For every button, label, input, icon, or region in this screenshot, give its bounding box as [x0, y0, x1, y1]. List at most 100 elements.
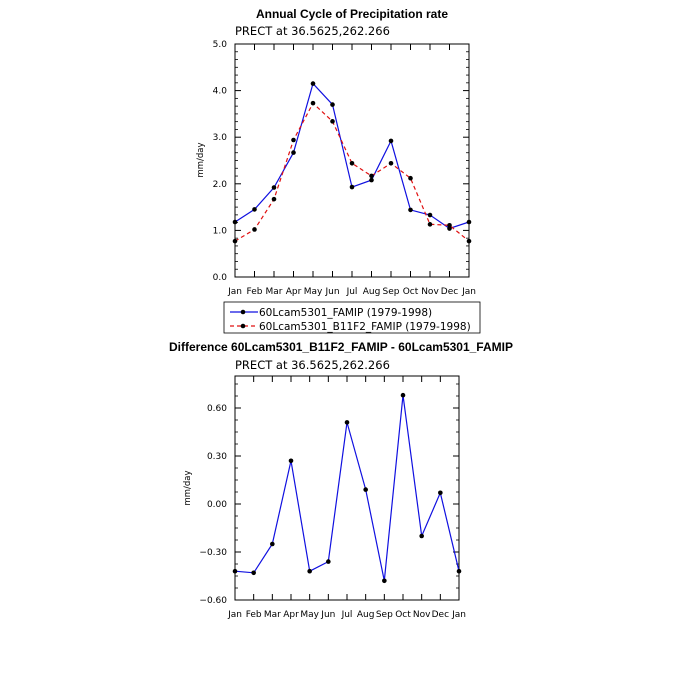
y-tick-label: 3.0 [213, 133, 228, 143]
x-tick-label: Nov [413, 610, 431, 620]
data-point [456, 568, 462, 574]
data-point [232, 238, 238, 244]
data-point [400, 392, 406, 398]
y-tick-label: −0.30 [199, 548, 227, 558]
chart-1-title: Annual Cycle of Precipitation rate [256, 7, 448, 21]
chart-2-plot-frame [234, 375, 460, 601]
y-tick-label: 2.0 [213, 180, 228, 190]
x-tick-label: Oct [395, 610, 411, 620]
chart-2-title: Difference 60Lcam5301_B11F2_FAMIP - 60Lc… [169, 340, 513, 354]
data-point [344, 420, 350, 425]
chart-1-y-axis-label: mm/day [196, 142, 206, 177]
data-point [427, 222, 433, 227]
y-tick-label: 1.0 [213, 226, 228, 236]
legend-marker-series-2 [240, 323, 246, 329]
x-tick-label: Feb [247, 287, 263, 297]
data-point [291, 150, 296, 155]
legend-box [223, 301, 481, 334]
data-point [349, 160, 355, 166]
data-point [307, 568, 312, 574]
legend-label-series-1: 60Lcam5301_FAMIP (1979-1998) [259, 307, 432, 319]
x-tick-label: Oct [403, 287, 419, 297]
x-tick-label: Dec [432, 610, 449, 620]
data-point [270, 541, 275, 547]
x-tick-label: Jan [461, 287, 476, 297]
data-point [466, 238, 472, 244]
data-point [252, 227, 257, 232]
chart-2-series [232, 392, 462, 584]
chart-1-y-tick-labels: 0.0 1.0 2.0 3.0 4.0 5.0 [213, 40, 228, 283]
data-point [349, 184, 355, 190]
x-tick-label: Jul [341, 610, 353, 620]
x-tick-label: Feb [246, 610, 262, 620]
data-point [447, 222, 452, 228]
chart-2-ticks [234, 376, 460, 601]
data-point [388, 138, 394, 144]
data-point [232, 568, 238, 574]
chart-2-y-tick-labels: −0.60 −0.30 0.00 0.30 0.60 [199, 404, 227, 606]
x-tick-label: Dec [441, 287, 458, 297]
data-point [408, 207, 413, 213]
legend-label-series-2: 60Lcam5301_B11F2_FAMIP (1979-1998) [259, 321, 471, 333]
data-point [310, 81, 316, 86]
data-point [252, 207, 257, 212]
data-point [388, 160, 394, 166]
y-tick-label: 5.0 [213, 40, 228, 50]
x-tick-label: May [300, 610, 319, 620]
data-point [251, 570, 256, 576]
chart-2-y-axis-label: mm/day [183, 470, 193, 505]
y-tick-label: 0.0 [213, 273, 228, 283]
data-point [382, 578, 387, 584]
y-tick-label: 4.0 [213, 87, 228, 97]
chart-2-x-tick-labels: Jan Feb Mar Apr May Jun Jul Aug Sep Oct Nov Dec Jan [227, 610, 466, 620]
x-tick-label: Aug [357, 610, 375, 620]
data-point [310, 100, 316, 106]
data-point [271, 196, 277, 202]
series-line-2 [234, 102, 470, 242]
x-tick-label: Jun [320, 610, 335, 620]
chart-1-series [232, 81, 472, 244]
x-tick-label: Jan [227, 610, 242, 620]
data-point [363, 487, 368, 492]
x-tick-label: Mar [264, 610, 281, 620]
series-line-1 [234, 82, 470, 230]
data-point [447, 226, 452, 231]
x-tick-label: Jan [451, 610, 466, 620]
data-point [271, 185, 277, 190]
chart-2-subtitle: PRECT at 36.5625,262.266 [235, 358, 390, 372]
y-tick-label: 0.00 [207, 500, 227, 510]
y-tick-label: 0.60 [207, 404, 227, 414]
data-point [291, 137, 296, 143]
x-tick-label: Jun [324, 287, 339, 297]
chart-1-subtitle: PRECT at 36.5625,262.266 [235, 24, 390, 38]
x-tick-label: May [304, 287, 323, 297]
x-tick-label: Jul [346, 287, 358, 297]
data-point [427, 212, 433, 218]
y-tick-label: 0.30 [207, 452, 227, 462]
x-tick-label: Nov [421, 287, 439, 297]
data-point [369, 177, 374, 183]
data-point [419, 533, 424, 539]
data-point [438, 490, 443, 496]
chart-1-legend: 60Lcam5301_FAMIP (1979-1998) 60Lcam5301_… [223, 301, 481, 334]
data-point [232, 219, 238, 225]
data-point [330, 102, 335, 107]
legend-marker-series-1 [240, 309, 246, 315]
y-tick-label: −0.60 [199, 596, 227, 606]
x-tick-label: Jan [227, 287, 242, 297]
x-tick-label: Mar [266, 287, 283, 297]
data-point [326, 559, 331, 564]
x-tick-label: Sep [383, 287, 400, 297]
chart-1-x-tick-labels: Jan Feb Mar Apr May Jun Jul Aug Sep Oct Nov Dec Jan [227, 287, 476, 297]
chart-1-ticks [234, 43, 470, 278]
x-tick-label: Apr [283, 610, 299, 620]
data-point [288, 458, 294, 464]
chart-2: Difference 60Lcam5301_B11F2_FAMIP - 60Lc… [169, 340, 513, 620]
chart-1: Annual Cycle of Precipitation rate PRECT… [196, 7, 481, 334]
data-point [408, 175, 413, 181]
chart-1-plot-frame [234, 43, 470, 278]
data-point [369, 173, 374, 179]
x-tick-label: Aug [363, 287, 381, 297]
data-point [330, 119, 335, 124]
